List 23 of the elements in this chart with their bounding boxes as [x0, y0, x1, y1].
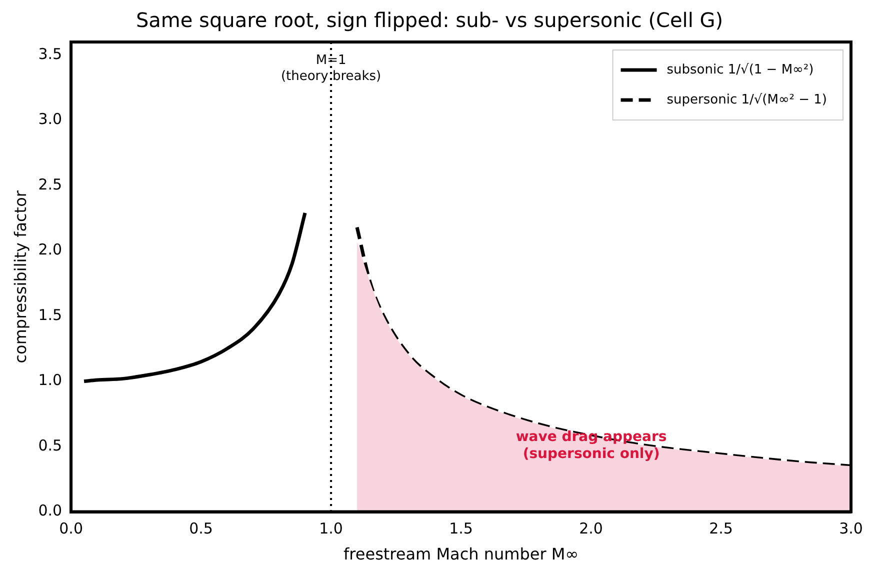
y-axis-title: compressibility factor [10, 190, 30, 364]
annotation: wave drag appears (supersonic only) [516, 429, 667, 462]
ref-line-label: M=1 (theory breaks) [280, 52, 382, 84]
x-tick-label: 3.0 [839, 520, 863, 538]
y-tick-label: 1.0 [38, 371, 62, 390]
legend-label: subsonic 1/√(1 − M∞²) [666, 62, 814, 78]
y-tick-label: 2.5 [38, 175, 62, 194]
y-tick-label: 0.5 [38, 436, 62, 454]
y-tick-label: 1.5 [38, 306, 62, 324]
y-tick-label: 3.0 [38, 110, 62, 128]
x-tick-label: 0.5 [189, 520, 213, 538]
y-tick-label: 2.0 [38, 240, 62, 259]
x-tick-label: 1.0 [319, 520, 343, 538]
y-tick-label: 0.0 [38, 502, 62, 520]
x-tick-label: 1.5 [449, 520, 473, 538]
x-axis-title: freestream Mach number M∞ [344, 544, 579, 564]
x-tick-label: 2.5 [709, 520, 733, 538]
chart-title: Same square root, sign flipped: sub- vs supersonic (Cell G) [136, 8, 724, 32]
line-series [82, 211, 307, 384]
x-tick-label: 2.0 [579, 520, 603, 538]
x-tick-label: 0.0 [59, 520, 83, 538]
legend-label: supersonic 1/√(M∞² − 1) [666, 92, 828, 108]
y-tick-label: 3.5 [38, 44, 62, 63]
